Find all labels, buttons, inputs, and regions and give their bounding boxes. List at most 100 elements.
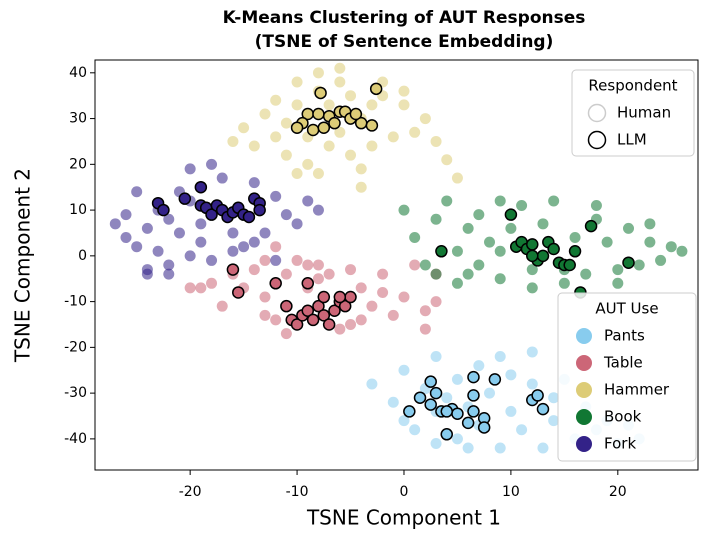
plot-frame [94, 59, 699, 471]
human-point [312, 273, 324, 285]
llm-point [451, 407, 464, 420]
human-point [473, 209, 485, 221]
llm-point [312, 299, 325, 313]
human-point [323, 268, 335, 280]
x-tick-label: -20 [179, 484, 202, 500]
human-point [644, 236, 656, 248]
human-point [270, 94, 282, 106]
human-point [398, 204, 410, 216]
human-point [302, 158, 314, 170]
human-point [484, 387, 496, 399]
llm-point [269, 277, 282, 290]
llm-point [435, 245, 448, 258]
human-point [120, 232, 132, 244]
y-tick-label: -40 [64, 431, 87, 447]
human-point [398, 85, 410, 97]
human-point [216, 172, 228, 184]
human-point [355, 282, 367, 294]
human-point [419, 113, 431, 125]
legend-label: Human [617, 104, 671, 122]
legend-title: Respondent [588, 77, 677, 95]
llm-point [205, 208, 218, 221]
human-point [238, 241, 250, 253]
human-point [259, 309, 271, 321]
y-tick-label: 40 [69, 65, 87, 81]
human-point [494, 245, 506, 257]
human-point [280, 209, 292, 221]
human-point [184, 163, 196, 175]
chart-title: K-Means Clustering of AUT Responses [223, 8, 586, 28]
human-point [312, 67, 324, 79]
llm-point [488, 373, 502, 386]
human-point [184, 282, 196, 294]
human-point [473, 360, 485, 372]
human-point [270, 131, 282, 143]
llm-point [349, 107, 363, 121]
human-point [430, 268, 442, 280]
human-point [409, 424, 421, 436]
human-point [409, 126, 421, 138]
llm-point [290, 121, 304, 134]
human-point [548, 392, 560, 404]
human-point [291, 167, 303, 179]
llm-point [328, 304, 341, 318]
llm-point [226, 263, 240, 276]
y-tick-label: 0 [78, 248, 87, 264]
human-point [441, 195, 453, 207]
llm-point [312, 107, 325, 121]
human-point [462, 442, 474, 454]
human-point [484, 236, 496, 248]
human-point [280, 268, 292, 280]
human-point [462, 268, 474, 280]
human-point [494, 195, 506, 207]
human-point [248, 140, 260, 152]
human-point [248, 236, 260, 248]
legend-label: Table [603, 354, 643, 372]
llm-point [157, 203, 170, 217]
human-point [109, 218, 121, 230]
human-point [141, 264, 153, 276]
human-point [366, 300, 378, 312]
llm-point [314, 86, 327, 100]
human-point [548, 195, 560, 207]
human-point [259, 254, 271, 266]
llm-point [369, 82, 383, 96]
human-point [451, 373, 463, 385]
human-point [451, 433, 463, 445]
human-point [623, 222, 635, 234]
llm-point [424, 398, 437, 411]
llm-point [526, 249, 539, 263]
human-point [334, 126, 346, 138]
human-point [526, 378, 538, 390]
llm-point [461, 416, 475, 430]
human-point [526, 282, 538, 294]
llm-point [477, 421, 491, 434]
llm-point [526, 238, 539, 251]
y-tick-label: 20 [69, 156, 87, 172]
x-axis-label: TSNE Component 1 [306, 506, 501, 530]
human-point [494, 351, 506, 363]
human-point [494, 442, 506, 454]
human-point [398, 415, 410, 427]
human-point [227, 135, 239, 147]
llm-point [536, 249, 550, 263]
human-point [334, 76, 346, 88]
human-point [131, 186, 143, 198]
llm-point [440, 405, 453, 418]
human-point [259, 227, 271, 239]
llm-point [280, 299, 293, 313]
llm-point [253, 203, 266, 217]
llm-point [584, 219, 598, 233]
llm-point [301, 277, 315, 290]
legend-label: Book [604, 408, 642, 426]
legends: Respondent Human LLM AUT Use Pants Table Hamme… [557, 69, 697, 462]
legend-marker [576, 328, 592, 344]
llm-point [440, 428, 453, 441]
human-point [601, 236, 613, 248]
human-point [366, 140, 378, 152]
human-point [558, 277, 570, 289]
human-point [312, 167, 324, 179]
human-point [505, 222, 517, 234]
y-tick-label: -20 [64, 339, 87, 355]
